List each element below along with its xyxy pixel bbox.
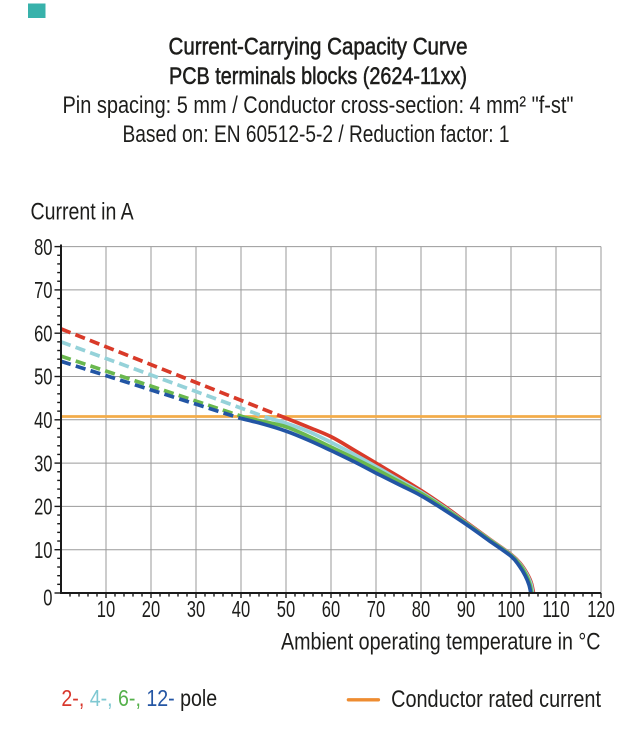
svg-text:50: 50	[277, 596, 295, 622]
svg-text:50: 50	[34, 364, 52, 390]
svg-text:Current in A: Current in A	[31, 198, 134, 225]
svg-text:60: 60	[322, 596, 340, 622]
svg-text:40: 40	[34, 407, 52, 433]
svg-text:110: 110	[542, 596, 570, 622]
svg-text:60: 60	[34, 320, 52, 346]
svg-text:20: 20	[34, 494, 52, 520]
svg-text:90: 90	[457, 596, 475, 622]
svg-text:20: 20	[142, 596, 160, 622]
svg-text:30: 30	[187, 596, 205, 622]
svg-text:100: 100	[497, 596, 525, 622]
svg-text:120: 120	[587, 596, 615, 622]
svg-text:Ambient operating temperature: Ambient operating temperature in °C	[281, 629, 601, 656]
svg-text:Conductor rated current: Conductor rated current	[391, 686, 601, 713]
svg-text:40: 40	[232, 596, 250, 622]
svg-text:PCB terminals blocks (2624-11x: PCB terminals blocks (2624-11xx)	[169, 63, 467, 90]
svg-text:80: 80	[34, 234, 52, 260]
svg-text:10: 10	[34, 537, 52, 563]
svg-text:2-, 4-, 6-, 12- pole: 2-, 4-, 6-, 12- pole	[61, 684, 217, 711]
svg-text:10: 10	[97, 596, 115, 622]
svg-text:70: 70	[34, 277, 52, 303]
svg-text:30: 30	[34, 450, 52, 476]
svg-text:0: 0	[43, 585, 52, 611]
svg-text:70: 70	[367, 596, 385, 622]
svg-text:80: 80	[412, 596, 430, 622]
svg-text:Based on: EN 60512-5-2 / Reduc: Based on: EN 60512-5-2 / Reduction facto…	[123, 121, 510, 148]
svg-text:Pin spacing: 5 mm / Conductor: Pin spacing: 5 mm / Conductor cross-sect…	[63, 92, 574, 119]
svg-text:Current-Carrying Capacity Curv: Current-Carrying Capacity Curve	[169, 34, 468, 61]
